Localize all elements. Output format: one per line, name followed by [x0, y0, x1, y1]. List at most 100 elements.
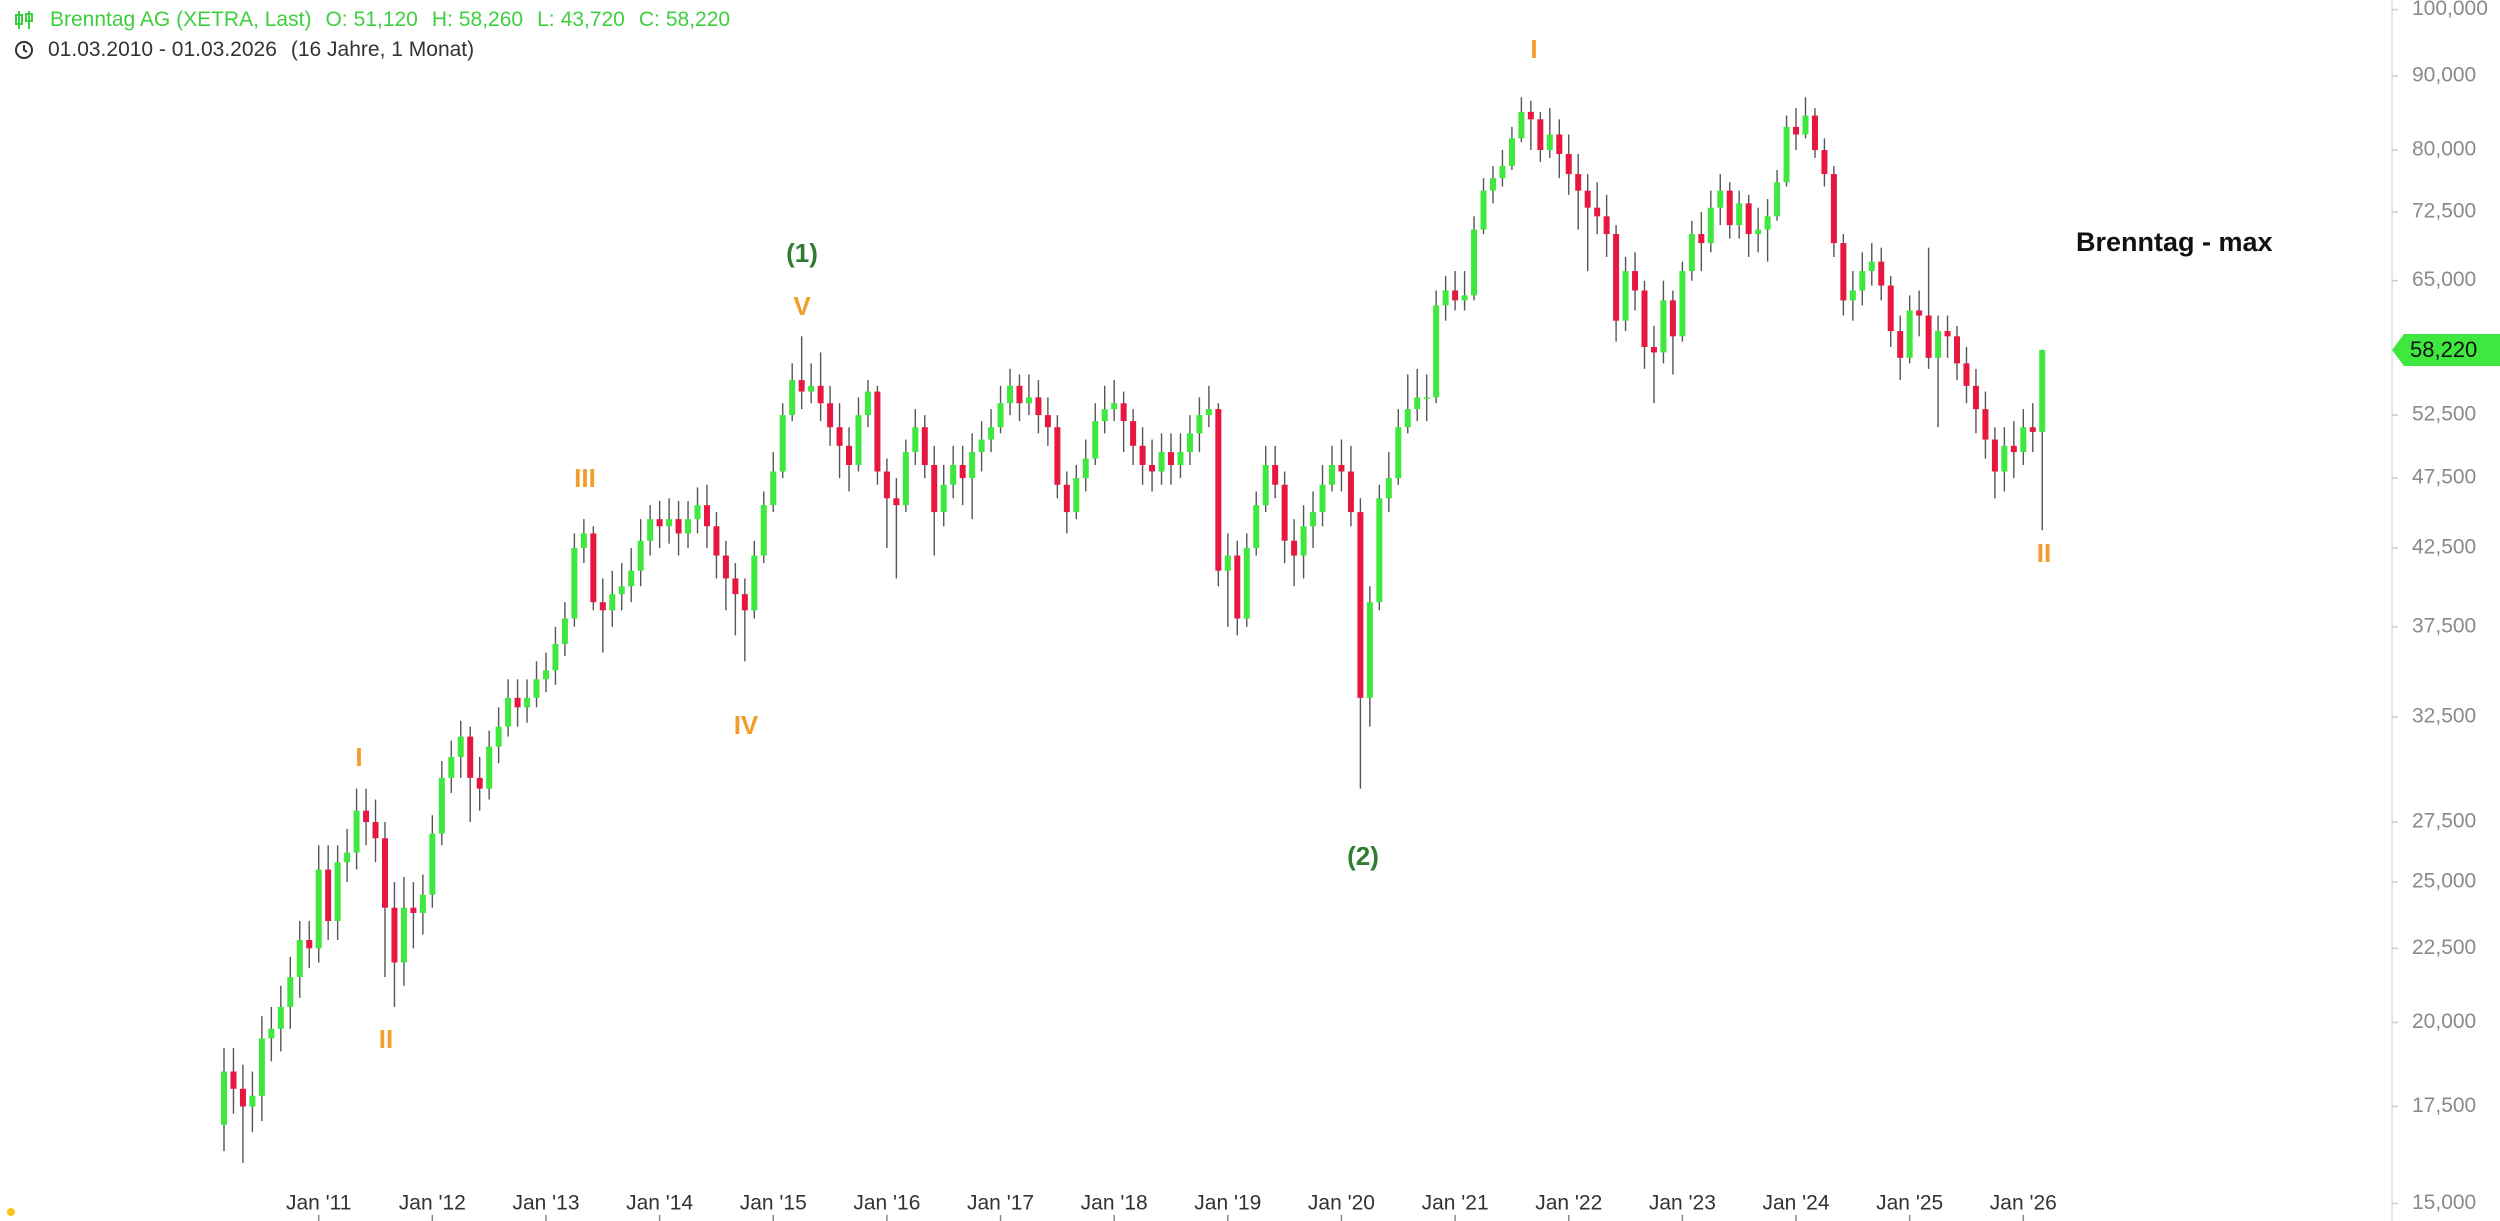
ohlc-pair: H: 58,260 — [432, 8, 523, 32]
candle-body — [1963, 363, 1970, 386]
candle-body — [760, 505, 767, 556]
candle-body — [315, 869, 322, 949]
candle-body — [1101, 409, 1108, 422]
y-tick-label: 27,500 — [2412, 810, 2476, 833]
candle-body — [1300, 526, 1307, 556]
candle-body — [1717, 190, 1724, 208]
candle-body — [874, 391, 881, 472]
candle-body — [1935, 331, 1942, 358]
candle-body — [685, 519, 692, 534]
candle-body — [552, 643, 559, 671]
candle-body — [675, 519, 682, 534]
candle-body — [277, 1006, 284, 1029]
candle-body — [363, 810, 370, 823]
candle-body — [1584, 190, 1591, 208]
candle-body — [969, 452, 976, 479]
x-tick-label: Jan '19 — [1194, 1192, 1261, 1215]
wave-annotation: (1) — [786, 238, 818, 268]
candle-body — [855, 415, 862, 465]
candle-body — [846, 445, 853, 465]
x-tick-label: Jan '23 — [1649, 1192, 1716, 1215]
candle-body — [628, 570, 635, 587]
candle-body — [1471, 229, 1478, 296]
candle-body — [1688, 234, 1695, 272]
candle-body — [779, 415, 786, 472]
y-tick-label: 65,000 — [2412, 268, 2476, 291]
candle-body — [1840, 243, 1847, 301]
candle-body — [1243, 548, 1250, 619]
ohlc-pair: L: 43,720 — [537, 8, 625, 32]
candle-body — [590, 533, 597, 603]
candle-body — [817, 385, 824, 404]
candle-body — [1253, 505, 1260, 549]
candle-body — [1291, 540, 1298, 556]
ohlc-value: 51,120 — [353, 8, 418, 31]
candle-body — [1546, 134, 1553, 151]
y-tick-label: 25,000 — [2412, 870, 2476, 893]
y-tick-label: 15,000 — [2412, 1191, 2476, 1214]
candle-body — [1149, 464, 1156, 472]
x-tick-label: Jan '11 — [286, 1192, 352, 1215]
y-tick-label: 37,500 — [2412, 614, 2476, 637]
candle-body — [1234, 555, 1241, 619]
candle-body — [467, 736, 474, 778]
candle-body — [429, 833, 436, 895]
candle-body — [1016, 385, 1023, 404]
y-tick-label: 52,500 — [2412, 403, 2476, 426]
candle-body — [372, 822, 379, 839]
candle-body — [1897, 331, 1904, 358]
candle-body — [1215, 409, 1222, 571]
candle-body — [1518, 111, 1525, 139]
candle-body — [827, 403, 834, 428]
candle-body — [2010, 445, 2017, 453]
candle-body — [438, 777, 445, 834]
wave-annotation: V — [793, 291, 811, 321]
x-tick-label: Jan '25 — [1876, 1192, 1943, 1215]
y-tick-label: 90,000 — [2412, 63, 2476, 86]
candle-body — [1025, 397, 1032, 404]
candle-body — [1632, 271, 1639, 291]
candle-body — [1111, 403, 1118, 410]
x-tick-label: Jan '18 — [1081, 1192, 1148, 1215]
candle-body — [1224, 555, 1231, 571]
y-tick-label: 80,000 — [2412, 138, 2476, 161]
x-tick-label: Jan '15 — [740, 1192, 807, 1215]
candle-body — [268, 1028, 275, 1039]
candle-body — [448, 756, 455, 778]
candle-body — [893, 498, 900, 506]
candle-body — [931, 464, 938, 513]
candle-body — [2001, 445, 2008, 472]
candle-body — [1092, 421, 1099, 459]
candle-body — [959, 464, 966, 479]
candle-body — [1480, 190, 1487, 230]
candle-body — [1508, 138, 1515, 166]
candle-body — [344, 852, 351, 863]
candle-body — [902, 452, 909, 506]
candle-body — [1726, 190, 1733, 226]
wave-annotation: I — [355, 742, 362, 772]
ohlc-key: H: — [431, 8, 453, 31]
candle-body — [2020, 427, 2027, 453]
candle-body — [1641, 290, 1648, 348]
candle-body — [1745, 203, 1752, 235]
candle-body — [1452, 290, 1459, 301]
ohlc-pair: C: 58,220 — [639, 8, 730, 32]
candle-body — [1328, 464, 1335, 485]
candle-body — [1650, 347, 1657, 353]
candle-body — [666, 519, 673, 527]
candle-body — [1679, 271, 1686, 337]
candle-body — [524, 697, 531, 708]
candle-body — [1423, 397, 1430, 399]
y-tick-label: 32,500 — [2412, 704, 2476, 727]
candle-body — [713, 526, 720, 556]
candle-body — [2039, 350, 2046, 432]
instrument-header: Brenntag AG (XETRA, Last) O: 51,120 H: 58,2… — [14, 8, 730, 32]
candle-body — [1073, 478, 1080, 513]
candle-body — [1868, 261, 1875, 272]
candle-body — [1272, 464, 1279, 485]
candle-body — [1537, 119, 1544, 151]
range-header: 01.03.2010 - 01.03.2026 (16 Jahre, 1 Mon… — [14, 38, 474, 62]
candle-body — [381, 838, 388, 908]
candle-body — [732, 578, 739, 595]
x-tick-label: Jan '22 — [1535, 1192, 1602, 1215]
